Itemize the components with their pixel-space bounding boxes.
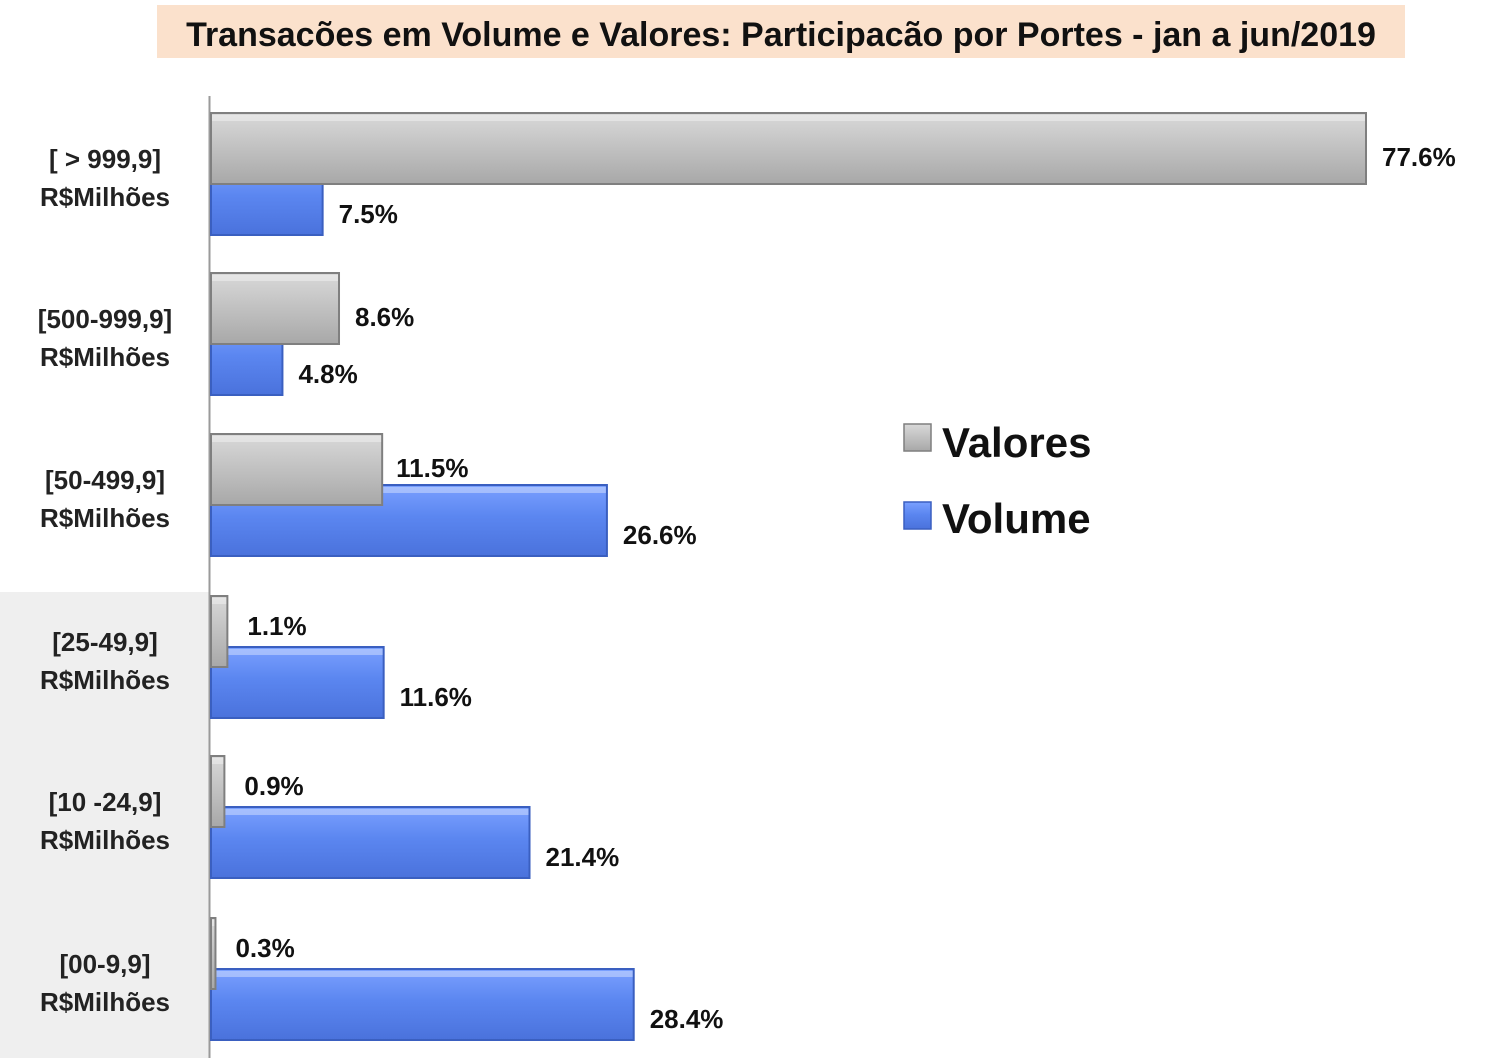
data-label-valores-4: 0.9% <box>244 771 303 801</box>
bar-valores-2 <box>210 433 384 506</box>
data-label-valores-2: 11.5% <box>396 453 468 483</box>
bar-highlight-valores-0 <box>212 115 1365 121</box>
legend-swatch-valores <box>903 423 932 452</box>
legend-label-valores: Valores <box>942 419 1091 466</box>
data-label-valores-1: 8.6% <box>355 302 414 332</box>
lower-band-background <box>0 592 210 1058</box>
bar-highlight-valores-1 <box>212 275 339 281</box>
bar-volume-4 <box>210 806 531 879</box>
bar-highlight-volume-3 <box>212 649 383 655</box>
bar-valores-3 <box>210 595 229 668</box>
data-labels-layer: 77.6% 7.5% 8.6% 4.8% 11.5% 26.6% 1.1% 11.6% 0.9%… <box>235 142 1455 1034</box>
chart-title: Transacões em Volume e Valores: Particip… <box>186 16 1376 54</box>
bar-valores-1 <box>210 272 341 345</box>
category-label-range-2: [50-499,9] <box>45 465 165 495</box>
bar-highlight-volume-4 <box>212 809 529 815</box>
bar-highlight-valores-4 <box>212 758 224 764</box>
category-label-unit-1: R$Milhões <box>40 342 170 372</box>
bar-highlight-valores-3 <box>212 598 227 604</box>
data-label-volume-2: 26.6% <box>623 520 697 550</box>
category-label-range-1: [500-999,9] <box>38 304 172 334</box>
bar-highlight-valores-5 <box>212 920 215 926</box>
category-label-unit-3: R$Milhões <box>40 665 170 695</box>
bar-volume-3 <box>210 646 385 719</box>
category-label-unit-5: R$Milhões <box>40 987 170 1017</box>
bars-layer <box>210 112 1367 1041</box>
category-label-range-4: [10 -24,9] <box>49 787 162 817</box>
bar-highlight-volume-2 <box>212 487 606 493</box>
data-label-valores-0: 77.6% <box>1382 142 1456 172</box>
category-label-unit-0: R$Milhões <box>40 182 170 212</box>
bar-highlight-valores-2 <box>212 436 382 442</box>
legend: Valores Volume <box>903 419 1091 542</box>
data-label-valores-5: 0.3% <box>235 933 294 963</box>
legend-swatch-volume <box>903 501 932 530</box>
data-label-volume-4: 21.4% <box>546 842 620 872</box>
data-label-volume-5: 28.4% <box>650 1004 724 1034</box>
category-label-range-5: [00-9,9] <box>59 949 150 979</box>
bar-valores-5 <box>210 917 217 990</box>
category-labels-layer: [ > 999,9] R$Milhões [500-999,9] R$Milhões [… <box>38 144 172 1017</box>
bar-highlight-volume-5 <box>212 971 633 977</box>
bar-valores-4 <box>210 755 226 828</box>
category-label-unit-4: R$Milhões <box>40 825 170 855</box>
category-label-range-3: [25-49,9] <box>52 627 158 657</box>
data-label-valores-3: 1.1% <box>247 611 306 641</box>
category-label-unit-2: R$Milhões <box>40 503 170 533</box>
data-label-volume-3: 11.6% <box>400 682 472 712</box>
data-label-volume-0: 7.5% <box>339 199 398 229</box>
bar-volume-5 <box>210 968 635 1041</box>
chart-title-background <box>157 5 1405 58</box>
data-label-volume-1: 4.8% <box>298 359 357 389</box>
legend-label-volume: Volume <box>942 495 1091 542</box>
bar-valores-0 <box>210 112 1367 185</box>
category-label-range-0: [ > 999,9] <box>49 144 161 174</box>
